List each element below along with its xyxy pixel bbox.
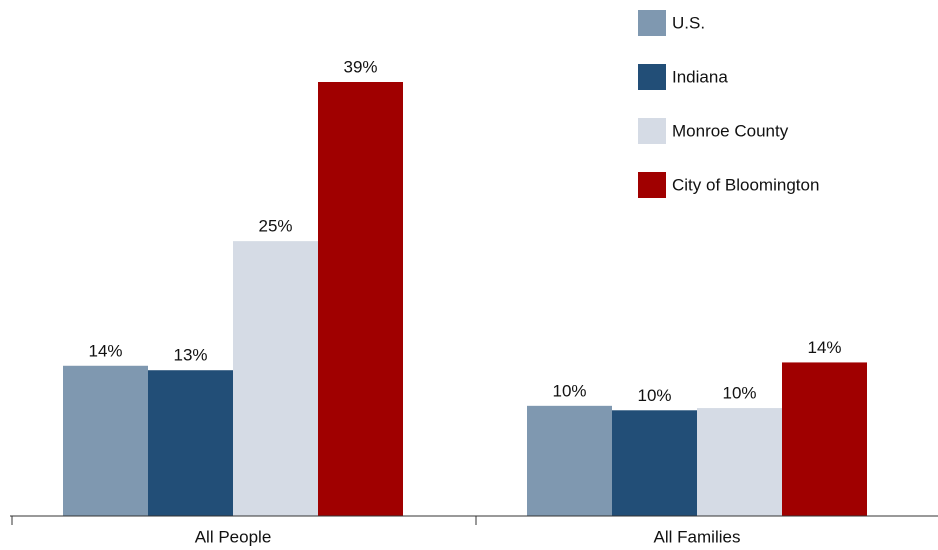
legend-swatch: [638, 10, 666, 36]
legend-swatch: [638, 118, 666, 144]
bar: [782, 362, 867, 516]
bar: [697, 408, 782, 516]
x-tick-label: All Families: [654, 527, 741, 546]
data-label: 10%: [722, 384, 756, 403]
legend-label: Monroe County: [672, 121, 789, 140]
legend-label: City of Bloomington: [672, 175, 819, 194]
bar: [63, 365, 148, 516]
bar: [233, 241, 318, 516]
bar: [318, 82, 403, 516]
x-tick-label: All People: [195, 527, 272, 546]
legend-label: Indiana: [672, 67, 728, 86]
bar: [527, 405, 612, 516]
legend-swatch: [638, 64, 666, 90]
bar: [612, 410, 697, 516]
data-label: 39%: [343, 57, 377, 76]
data-label: 25%: [258, 217, 292, 236]
data-label: 14%: [88, 341, 122, 360]
legend-label: U.S.: [672, 13, 705, 32]
data-label: 10%: [637, 386, 671, 405]
data-label: 10%: [552, 381, 586, 400]
data-label: 14%: [807, 338, 841, 357]
data-label: 13%: [173, 346, 207, 365]
bar: [148, 370, 233, 516]
legend-swatch: [638, 172, 666, 198]
